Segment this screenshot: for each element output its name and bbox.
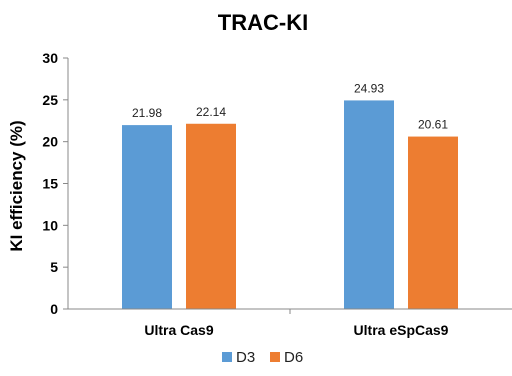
y-tick-label: 5 xyxy=(50,259,58,275)
x-tick-label: Ultra Cas9 xyxy=(144,322,213,338)
legend-label: D6 xyxy=(284,349,303,366)
legend: D3 D6 xyxy=(222,349,303,366)
bar-d6-0 xyxy=(186,123,236,310)
bars xyxy=(122,100,458,310)
y-tick-label: 15 xyxy=(42,176,58,192)
x-axis-ticks: Ultra Cas9 Ultra eSpCas9 xyxy=(144,322,448,338)
y-axis-label: KI efficiency (%) xyxy=(7,120,26,251)
bar-d3-1 xyxy=(344,100,394,309)
chart-title: TRAC-KI xyxy=(218,10,308,35)
y-tick-label: 20 xyxy=(42,134,58,150)
y-tick-label: 30 xyxy=(42,50,58,66)
bar-d6-1 xyxy=(408,136,458,309)
legend-swatch-d6 xyxy=(270,352,280,362)
bar-d3-0 xyxy=(122,125,172,309)
data-label: 22.14 xyxy=(196,105,226,119)
y-tick-label: 25 xyxy=(42,92,58,108)
axes xyxy=(67,58,512,314)
legend-swatch-d3 xyxy=(222,352,232,362)
data-label: 20.61 xyxy=(418,118,448,132)
x-tick-label: Ultra eSpCas9 xyxy=(354,322,449,338)
data-labels: 21.98 22.14 24.93 20.61 xyxy=(132,81,448,131)
data-label: 21.98 xyxy=(132,106,162,120)
y-tick-label: 0 xyxy=(50,301,58,317)
y-tick-label: 10 xyxy=(42,217,58,233)
y-axis-ticks: 0 5 10 15 20 25 30 xyxy=(42,50,68,317)
data-label: 24.93 xyxy=(354,81,384,95)
legend-label: D3 xyxy=(236,349,255,366)
